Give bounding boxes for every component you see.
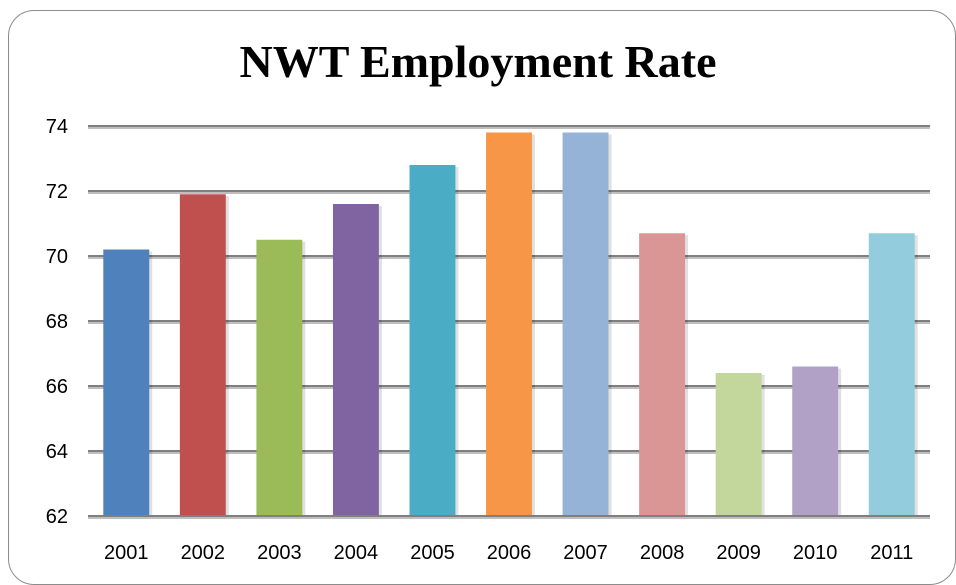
x-tick-label: 2001 [104, 542, 149, 564]
bar [486, 132, 532, 516]
x-tick-label: 2008 [640, 542, 685, 564]
bar [792, 366, 839, 516]
bar [639, 233, 686, 516]
bar [868, 233, 915, 516]
x-tick-label: 2009 [716, 542, 761, 564]
x-tick-label: 2007 [563, 542, 608, 564]
y-tick-label: 70 [46, 246, 68, 268]
y-tick-label: 68 [46, 311, 68, 333]
y-tick-label: 66 [46, 376, 68, 398]
bar [715, 373, 762, 516]
x-tick-label: 2004 [334, 542, 379, 564]
x-tick-label: 2011 [870, 542, 913, 564]
x-tick-label: 2005 [410, 542, 455, 564]
x-tick-label: 2010 [793, 542, 838, 564]
bar [256, 239, 303, 516]
bar [562, 132, 609, 516]
x-tick-label: 2003 [257, 542, 302, 564]
chart-title: NWT Employment Rate [239, 36, 717, 87]
x-tick-label: 2002 [181, 542, 226, 564]
y-tick-label: 64 [46, 441, 68, 463]
bar [103, 249, 150, 516]
y-tick-label: 74 [46, 116, 68, 138]
bar [179, 194, 226, 516]
bar [409, 165, 456, 516]
x-tick-label: 2006 [487, 542, 532, 564]
y-tick-label: 72 [46, 181, 68, 203]
bar [332, 204, 379, 516]
y-tick-label: 62 [46, 506, 68, 528]
